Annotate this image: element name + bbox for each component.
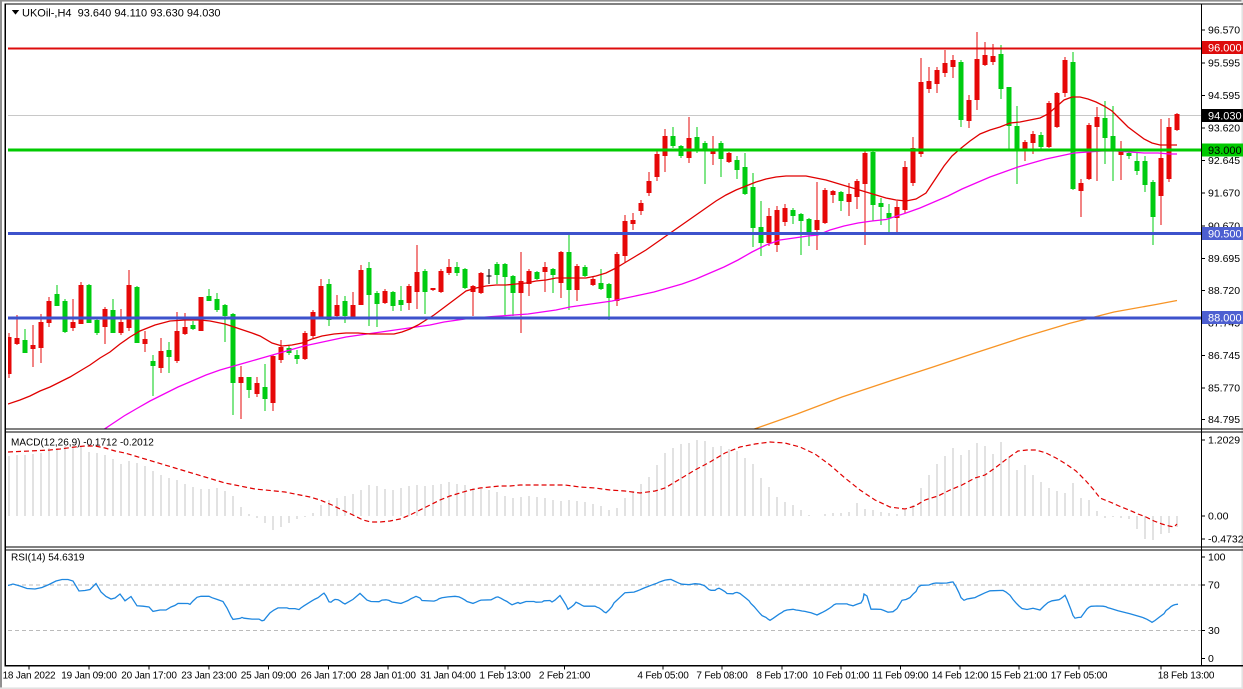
- svg-text:20 Jan 17:00: 20 Jan 17:00: [121, 671, 177, 682]
- svg-text:15 Feb 21:00: 15 Feb 21:00: [991, 671, 1048, 682]
- svg-text:17 Feb 05:00: 17 Feb 05:00: [1051, 671, 1108, 682]
- svg-text:91.670: 91.670: [1208, 188, 1240, 200]
- svg-text:10 Feb 01:00: 10 Feb 01:00: [813, 671, 870, 682]
- svg-text:100: 100: [1208, 552, 1226, 564]
- svg-text:1 Feb 13:00: 1 Feb 13:00: [479, 671, 531, 682]
- svg-text:11 Feb 09:00: 11 Feb 09:00: [873, 671, 929, 682]
- svg-text:26 Jan 17:00: 26 Jan 17:00: [301, 671, 357, 682]
- svg-text:19 Jan 09:00: 19 Jan 09:00: [61, 671, 117, 682]
- svg-text:14 Feb 12:00: 14 Feb 12:00: [932, 671, 989, 682]
- svg-text:85.770: 85.770: [1208, 383, 1240, 395]
- svg-text:94.030: 94.030: [1208, 111, 1242, 123]
- svg-text:93.620: 93.620: [1208, 123, 1240, 135]
- svg-text:70: 70: [1208, 580, 1220, 592]
- svg-text:95.595: 95.595: [1208, 58, 1240, 70]
- svg-text:84.795: 84.795: [1208, 414, 1240, 426]
- svg-text:88.000: 88.000: [1208, 313, 1242, 325]
- svg-text:93.000: 93.000: [1208, 145, 1242, 157]
- svg-text:2 Feb 21:00: 2 Feb 21:00: [539, 671, 591, 682]
- svg-text:UKOil-,H4 93.640 94.110 93.63: UKOil-,H4 93.640 94.110 93.630 94.030: [22, 8, 221, 20]
- svg-text:18 Jan 2022: 18 Jan 2022: [3, 671, 56, 682]
- svg-text:0.00: 0.00: [1208, 511, 1229, 523]
- svg-text:RSI(14) 54.6319: RSI(14) 54.6319: [11, 553, 85, 564]
- svg-text:30: 30: [1208, 625, 1220, 637]
- svg-text:8 Feb 17:00: 8 Feb 17:00: [756, 671, 808, 682]
- svg-text:94.595: 94.595: [1208, 90, 1240, 102]
- svg-text:96.570: 96.570: [1208, 25, 1240, 37]
- svg-text:86.745: 86.745: [1208, 350, 1240, 362]
- svg-text:7 Feb 08:00: 7 Feb 08:00: [696, 671, 748, 682]
- svg-text:28 Jan 01:00: 28 Jan 01:00: [360, 671, 416, 682]
- svg-text:1.2029: 1.2029: [1208, 435, 1240, 447]
- svg-text:0: 0: [1208, 653, 1214, 665]
- svg-text:25 Jan 09:00: 25 Jan 09:00: [241, 671, 297, 682]
- svg-text:90.500: 90.500: [1208, 229, 1242, 241]
- svg-text:88.720: 88.720: [1208, 285, 1240, 297]
- svg-text:4 Feb 05:00: 4 Feb 05:00: [637, 671, 689, 682]
- svg-text:-0.4732: -0.4732: [1208, 534, 1243, 546]
- svg-text:18 Feb 13:00: 18 Feb 13:00: [1158, 671, 1215, 682]
- svg-text:92.645: 92.645: [1208, 155, 1240, 167]
- svg-text:31 Jan 04:00: 31 Jan 04:00: [420, 671, 476, 682]
- svg-text:96.000: 96.000: [1208, 43, 1242, 55]
- svg-text:23 Jan 23:00: 23 Jan 23:00: [181, 671, 237, 682]
- svg-text:MACD(12,26,9) -0.1712 -0.2012: MACD(12,26,9) -0.1712 -0.2012: [11, 438, 154, 449]
- svg-text:89.695: 89.695: [1208, 253, 1240, 265]
